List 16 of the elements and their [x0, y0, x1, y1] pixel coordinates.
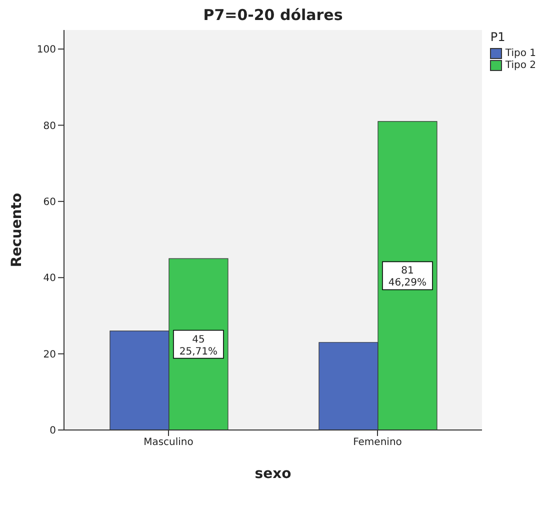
y-axis-title: Recuento [8, 192, 25, 268]
x-tick-label: Femenino [353, 437, 402, 448]
y-tick-label: 20 [43, 349, 56, 360]
data-label: 81 46,29% [388, 266, 427, 289]
y-tick-label: 100 [36, 44, 56, 56]
data-label: 45 25,71% [179, 334, 218, 358]
y-tick-label: 60 [43, 196, 56, 208]
legend-title: P1 [490, 30, 506, 44]
y-tick-label: 40 [43, 273, 56, 284]
chart-title: P7=0-20 dólares [202, 6, 344, 24]
y-tick-label: 80 [43, 120, 56, 132]
y-tick-label: 0 [50, 426, 56, 437]
x-tick-label: Masculino [144, 437, 194, 448]
x-axis-title: sexo [254, 466, 292, 482]
legend-label: Tipo 2 [505, 60, 536, 71]
legend-label: Tipo 1 [505, 48, 536, 59]
